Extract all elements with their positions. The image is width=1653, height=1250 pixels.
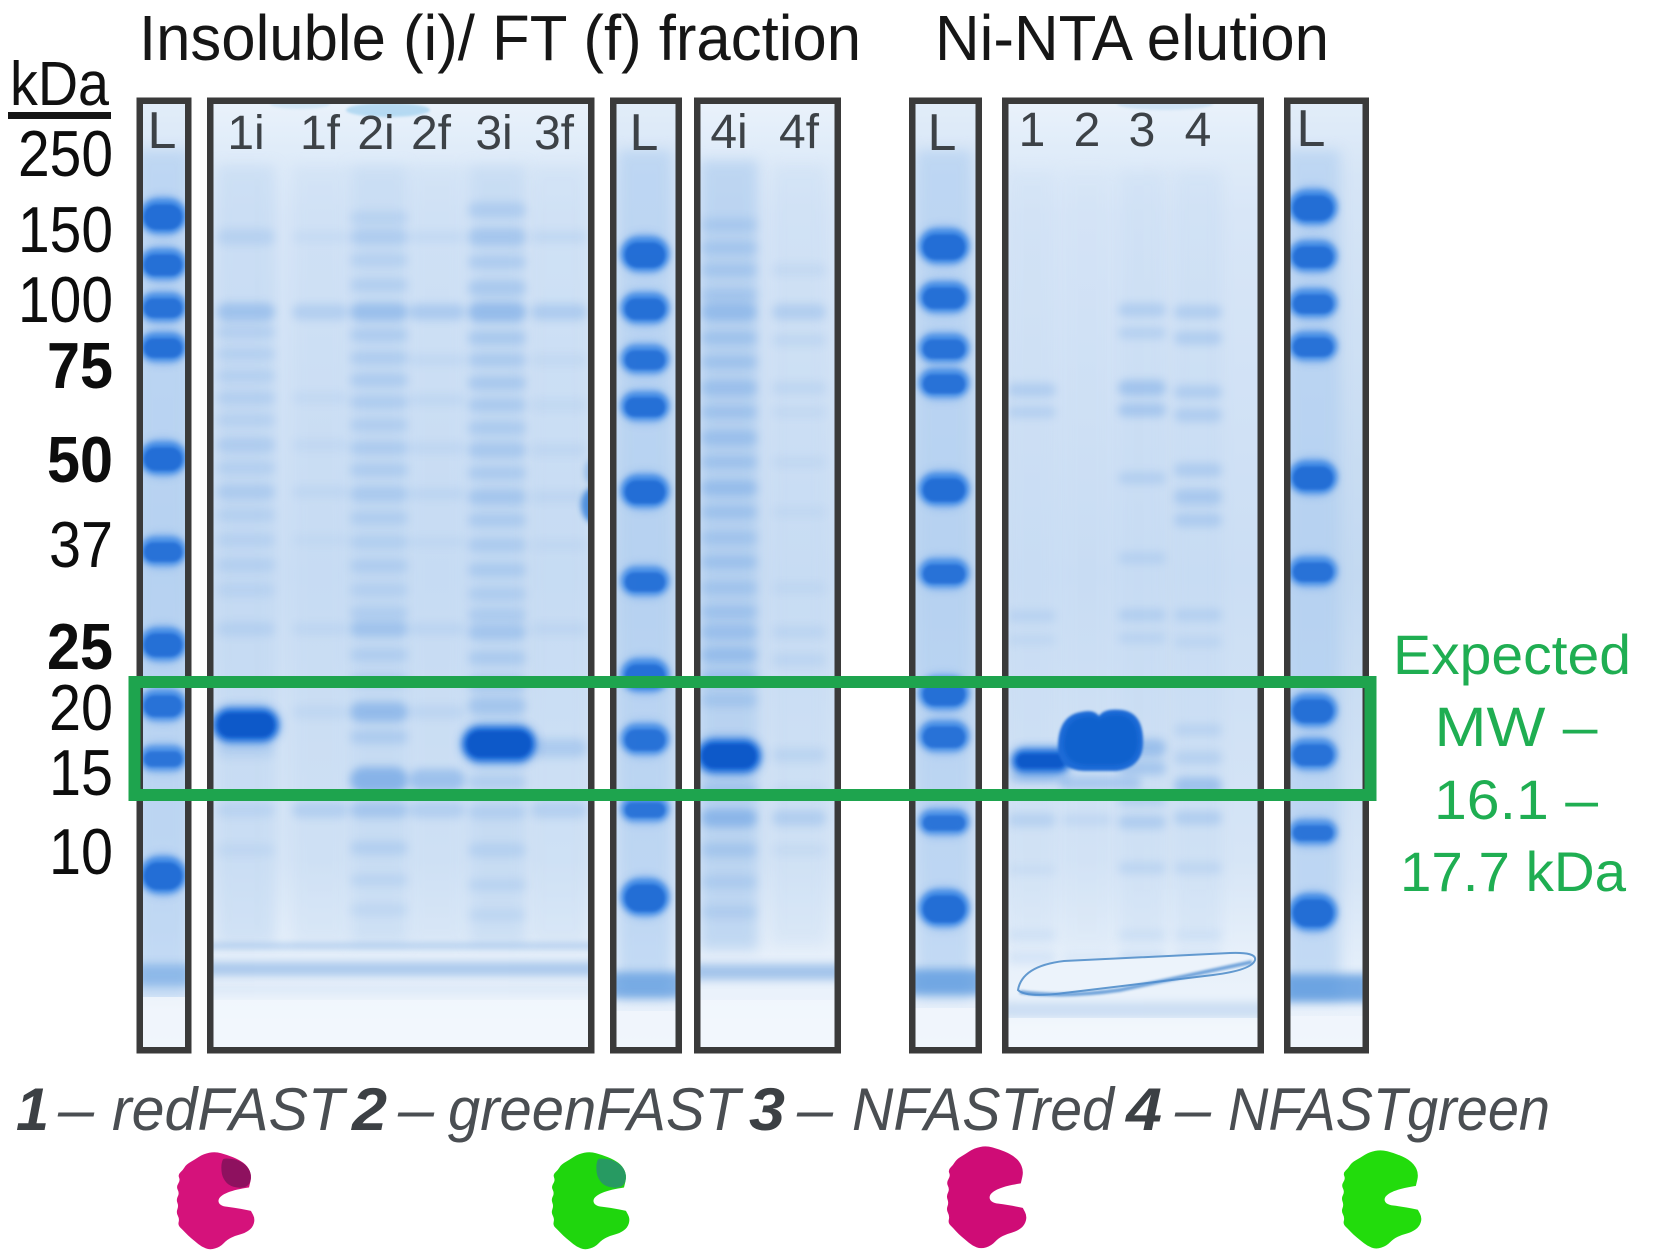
svg-text:1: 1 <box>1019 104 1046 157</box>
svg-text:3f: 3f <box>534 107 575 160</box>
svg-text:Insoluble (i)/ FT (f) fraction: Insoluble (i)/ FT (f) fraction <box>139 2 861 74</box>
svg-text:15: 15 <box>49 736 113 809</box>
svg-text:1: 1 <box>16 1076 49 1143</box>
svg-text:–: – <box>57 1076 95 1143</box>
svg-text:L: L <box>1297 100 1326 158</box>
svg-text:2f: 2f <box>411 107 452 160</box>
svg-text:75: 75 <box>47 329 113 402</box>
svg-text:Expected: Expected <box>1393 623 1631 686</box>
svg-text:4: 4 <box>1125 1076 1162 1143</box>
svg-text:25: 25 <box>47 610 113 683</box>
svg-text:16.1 –: 16.1 – <box>1434 768 1599 831</box>
svg-text:50: 50 <box>47 423 113 496</box>
svg-text:Ni-NTA elution: Ni-NTA elution <box>935 2 1329 74</box>
svg-text:L: L <box>148 102 177 160</box>
svg-text:150: 150 <box>18 193 113 266</box>
svg-text:3: 3 <box>1129 104 1156 157</box>
svg-text:10: 10 <box>49 815 113 888</box>
svg-text:1f: 1f <box>300 107 341 160</box>
svg-text:–: – <box>397 1076 435 1143</box>
svg-text:20: 20 <box>49 671 113 744</box>
svg-text:17.7 kDa: 17.7 kDa <box>1400 840 1627 903</box>
svg-text:4i: 4i <box>710 106 747 159</box>
svg-text:redFAST: redFAST <box>112 1076 348 1143</box>
svg-text:250: 250 <box>18 117 113 190</box>
svg-text:NFASTred: NFASTred <box>852 1076 1116 1143</box>
svg-text:100: 100 <box>18 263 113 336</box>
svg-text:1i: 1i <box>227 107 264 160</box>
svg-text:2i: 2i <box>357 107 394 160</box>
svg-text:MW –: MW – <box>1435 695 1599 758</box>
svg-text:L: L <box>630 104 659 162</box>
svg-text:kDa: kDa <box>10 50 109 119</box>
svg-text:–: – <box>796 1076 834 1143</box>
svg-text:2: 2 <box>351 1076 387 1143</box>
svg-text:4f: 4f <box>779 106 820 159</box>
svg-text:greenFAST: greenFAST <box>448 1076 744 1143</box>
svg-text:3: 3 <box>749 1076 785 1143</box>
svg-text:–: – <box>1174 1076 1212 1143</box>
svg-text:3i: 3i <box>475 107 512 160</box>
svg-text:L: L <box>928 104 957 162</box>
svg-text:4: 4 <box>1185 104 1212 157</box>
svg-text:NFASTgreen: NFASTgreen <box>1228 1076 1550 1143</box>
svg-text:37: 37 <box>49 508 113 581</box>
svg-text:2: 2 <box>1074 104 1101 157</box>
